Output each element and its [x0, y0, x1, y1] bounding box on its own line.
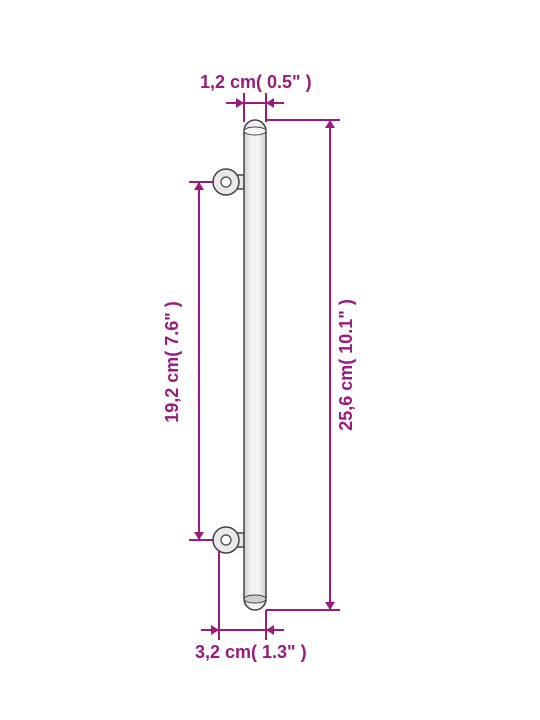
dim-bar-diameter-label: 1,2 cm( 0.5" ) [200, 72, 312, 92]
dim-inner-length-label: 19,2 cm( 7.6" ) [162, 301, 182, 423]
bar [244, 120, 266, 610]
handle-illustration [213, 120, 266, 610]
dimension-drawing: 1,2 cm( 0.5" ) 19,2 cm( 7.6" ) 25,6 cm( 10… [0, 0, 540, 720]
dim-depth-label: 3,2 cm( 1.3" ) [195, 642, 307, 662]
lower-mount [213, 527, 244, 553]
upper-mount [213, 169, 244, 195]
dim-outer-length-label: 25,6 cm( 10.1" ) [336, 299, 356, 431]
